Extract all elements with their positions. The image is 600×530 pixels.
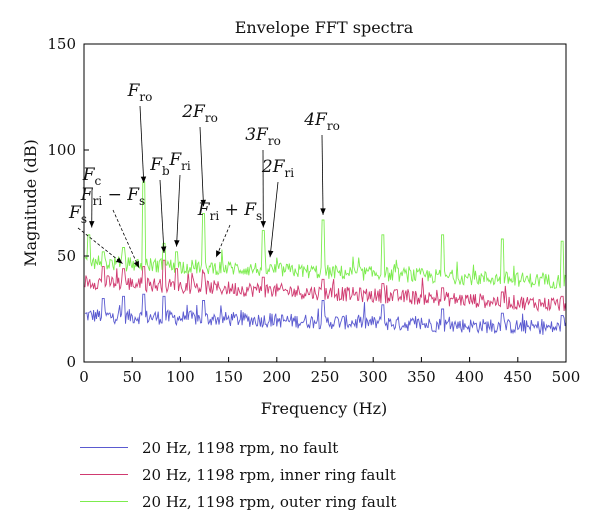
annotation-arrow <box>215 224 231 258</box>
annotation-arrowhead <box>260 221 267 228</box>
series-no-fault <box>84 293 567 335</box>
legend-label: 20 Hz, 1198 rpm, no fault <box>142 438 339 457</box>
x-tick-label: 50 <box>123 368 142 386</box>
x-axis-label: Frequency (Hz) <box>261 399 388 418</box>
annotation-f-s: Fs <box>68 203 87 226</box>
annotation-2f-ro: 2Fro <box>181 102 218 125</box>
y-tick-label: 100 <box>47 141 76 159</box>
legend-swatch-no-fault <box>80 447 128 448</box>
y-tick-label: 0 <box>66 353 76 371</box>
annotation-arrowhead <box>115 257 123 264</box>
annotation-arrowhead <box>216 250 222 258</box>
annotation-f-ri-f-s: Fri − Fs <box>80 185 145 208</box>
legend-swatch-inner-ring-fault <box>80 474 128 475</box>
annotation-arrow <box>269 181 279 258</box>
annotation-f-ri-f-s: Fri + Fs <box>197 200 262 223</box>
annotation-arrow <box>199 126 204 207</box>
annotation-arrow <box>77 227 123 264</box>
annotation-arrowhead <box>320 208 326 215</box>
x-tick-label: 350 <box>407 368 436 386</box>
legend-label: 20 Hz, 1198 rpm, inner ring fault <box>142 465 396 484</box>
legend-label: 20 Hz, 1198 rpm, outer ring fault <box>142 492 397 511</box>
legend-item-inner-ring-fault: 20 Hz, 1198 rpm, inner ring fault <box>80 461 396 488</box>
legend-swatch-outer-ring-fault <box>80 501 128 502</box>
chart-title: Envelope FFT spectra <box>235 18 414 37</box>
annotation-f-ri: Fri <box>168 150 191 173</box>
annotation-f-b: Fb <box>149 155 170 178</box>
annotation-arrow <box>176 174 181 247</box>
tick-layer: 0 50 100 150 200 250 300 350 400 450 500 0 50 100 150 <box>47 35 580 386</box>
annotation-arrow <box>159 179 165 254</box>
annotation-arrow <box>139 105 145 184</box>
legend: 20 Hz, 1198 rpm, no fault 20 Hz, 1198 rp… <box>80 434 396 515</box>
series-inner-ring-fault <box>84 259 567 313</box>
annotation-arrowhead <box>133 260 139 268</box>
annotation-f-c: Fc <box>82 165 102 188</box>
x-tick-label: 400 <box>455 368 484 386</box>
annotation-arrowhead <box>174 240 180 247</box>
y-axis-label: Magnitude (dB) <box>21 139 40 267</box>
annotation-3f-ro: 3Fro <box>245 125 281 148</box>
series-layer <box>84 181 567 335</box>
annotation-arrowhead <box>268 250 274 258</box>
annotation-arrow <box>112 209 140 269</box>
legend-item-outer-ring-fault: 20 Hz, 1198 rpm, outer ring fault <box>80 488 396 515</box>
x-tick-label: 250 <box>311 368 340 386</box>
legend-item-no-fault: 20 Hz, 1198 rpm, no fault <box>80 434 396 461</box>
annotation-arrow <box>321 134 324 215</box>
x-tick-label: 200 <box>262 368 291 386</box>
x-tick-label: 300 <box>359 368 388 386</box>
series-outer-ring-fault <box>84 181 567 290</box>
y-tick-label: 150 <box>47 35 76 53</box>
annotation-arrowhead <box>140 176 147 184</box>
x-tick-label: 500 <box>552 368 581 386</box>
annotation-arrowhead <box>89 221 95 228</box>
annotation-2f-ri: 2Fri <box>261 157 294 180</box>
y-tick-label: 50 <box>57 247 76 265</box>
annotation-4f-ro: 4Fro <box>303 110 340 133</box>
annotation-arrowhead <box>200 199 206 207</box>
x-tick-label: 450 <box>503 368 532 386</box>
spectrum-chart: Envelope FFT spectra 0 50 100 150 200 250 300 3… <box>21 18 580 418</box>
annotation-f-ro: Fro <box>127 81 153 104</box>
annotation-arrowhead <box>160 246 167 253</box>
x-tick-label: 100 <box>166 368 195 386</box>
x-tick-label: 150 <box>214 368 243 386</box>
x-tick-label: 0 <box>79 368 89 386</box>
